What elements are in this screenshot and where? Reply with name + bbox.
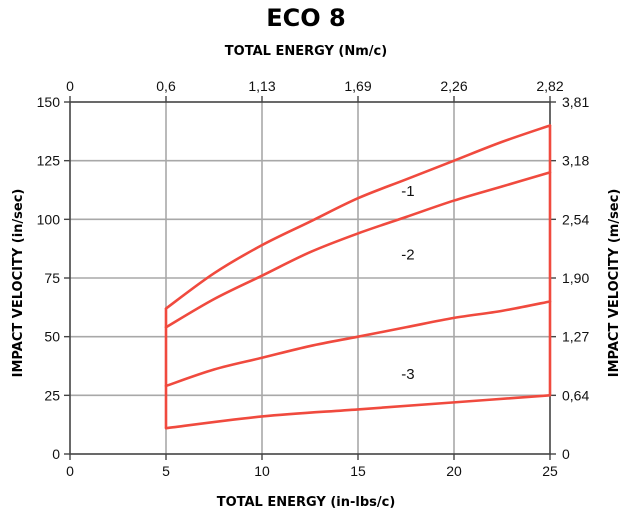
- curve-label: -3: [401, 366, 414, 383]
- y2-tick-label: 3,18: [562, 153, 589, 169]
- curve-labels: -1 -2 -3: [401, 183, 414, 383]
- x-tick-label: 5: [162, 463, 170, 479]
- series-line-curve-1: [164, 124, 552, 310]
- y2-tick-label: 1,90: [562, 270, 589, 286]
- y-tick-label: 125: [37, 153, 61, 169]
- x-tick-label: 10: [254, 463, 270, 479]
- x-tick-label: 25: [542, 463, 558, 479]
- x-tick-label: 0: [66, 463, 74, 479]
- x2-tick-label: 0,6: [156, 78, 176, 94]
- y-tick-label: 0: [52, 446, 60, 462]
- y-tick-label: 150: [37, 94, 61, 110]
- series-lines: [164, 124, 552, 430]
- x2-tick-label: 1,13: [248, 78, 275, 94]
- series-line-curve-3: [164, 300, 552, 388]
- chart-title: ECO 8: [266, 4, 345, 32]
- x-axis-label: TOTAL ENERGY (in-lbs/c): [217, 495, 396, 510]
- y-tick-label: 25: [44, 387, 60, 403]
- series-line-lower-bound: [164, 394, 552, 430]
- x-tick-label: 15: [350, 463, 366, 479]
- x2-tick-label: 2,82: [536, 78, 563, 94]
- series-line-curve-2: [164, 171, 552, 329]
- x2-tick-label: 1,69: [344, 78, 371, 94]
- y-tick-label: 75: [44, 270, 60, 286]
- y2-tick-label: 1,27: [562, 329, 589, 345]
- y-tick-label: 50: [44, 329, 60, 345]
- curve-label: -2: [401, 247, 414, 264]
- y2-axis-label: IMPACT VELOCITY (m/sec): [607, 189, 622, 378]
- y2-tick-label: 0: [562, 446, 570, 462]
- y-axis-label: IMPACT VELOCITY (in/sec): [11, 189, 26, 378]
- y2-tick-label: 2,54: [562, 211, 589, 227]
- top-axis-label: TOTAL ENERGY (Nm/c): [225, 44, 387, 59]
- y2-tick-label: 3,81: [562, 94, 589, 110]
- x2-tick-label: 2,26: [440, 78, 467, 94]
- grid: [70, 102, 550, 454]
- x2-tick-label: 0: [66, 78, 74, 94]
- tick-labels: 0 5 10 15 20 250 0,6 1,13 1,69 2,26 2,820255075100…: [37, 78, 590, 479]
- y2-tick-label: 0,64: [562, 387, 589, 403]
- curve-label: -1: [401, 183, 414, 200]
- y-tick-label: 100: [37, 211, 61, 227]
- x-tick-label: 20: [446, 463, 462, 479]
